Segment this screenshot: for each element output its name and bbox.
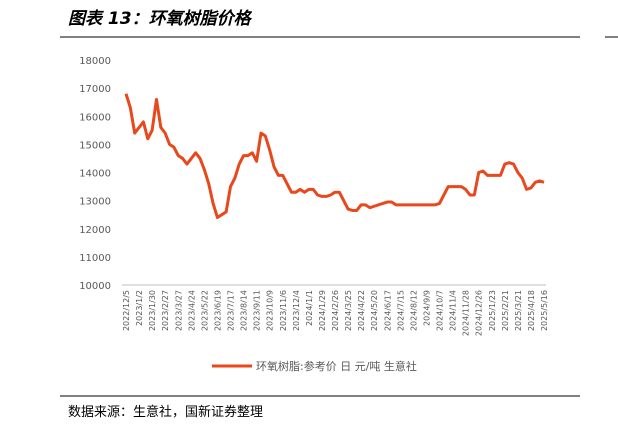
x-tick-label: 2023/5/22 [200, 290, 209, 331]
x-tick-label: 2023/8/14 [240, 290, 249, 331]
y-tick-label: 18000 [79, 56, 111, 67]
x-tick-label: 2024/9/9 [422, 290, 431, 326]
x-tick-label: 2023/3/27 [174, 290, 183, 331]
y-tick-label: 10000 [79, 281, 111, 292]
x-tick-label: 2025/1/23 [488, 290, 497, 331]
x-tick-label: 2024/11/28 [462, 290, 471, 336]
x-tick-label: 2024/2/26 [331, 290, 340, 331]
y-tick-label: 15000 [79, 140, 111, 151]
x-tick-label: 2025/5/16 [540, 290, 549, 331]
x-tick-label: 2024/12/26 [475, 290, 484, 336]
x-tick-label: 2025/4/18 [527, 290, 536, 331]
x-tick-label: 2024/3/25 [344, 290, 353, 331]
x-tick-label: 2023/2/27 [161, 290, 170, 331]
y-tick-label: 13000 [79, 197, 111, 208]
series-line [124, 93, 545, 219]
x-tick-label: 2024/4/22 [357, 290, 366, 331]
y-tick-label: 12000 [79, 225, 111, 236]
y-tick-label: 16000 [79, 112, 111, 123]
x-tick-label: 2023/10/9 [266, 290, 275, 331]
x-tick-label: 2023/6/19 [213, 290, 222, 331]
x-tick-label: 2024/11/4 [449, 290, 458, 331]
x-tick-label: 2023/12/4 [292, 290, 301, 331]
y-tick-label: 11000 [79, 253, 111, 264]
chart-title: 图表 13：环氧树脂价格 [68, 9, 253, 29]
x-tick-label: 2023/1/30 [148, 290, 157, 331]
x-tick-label: 2024/1/29 [318, 290, 327, 331]
source: 数据来源：生意社，国新证券整理 [68, 404, 263, 420]
legend-label: 环氧树脂:参考价 日 元/吨 生意社 [256, 359, 417, 373]
x-tick-label: 2023/4/24 [187, 290, 196, 331]
x-tick-label: 2023/1/2 [135, 290, 144, 326]
y-tick-label: 17000 [79, 84, 111, 95]
x-tick-label: 2023/7/17 [227, 290, 236, 331]
x-tick-label: 2025/2/21 [501, 290, 510, 331]
x-tick-label: 2024/5/20 [370, 290, 379, 331]
x-tick-label: 2024/8/12 [409, 290, 418, 331]
x-tick-label: 2023/11/6 [279, 290, 288, 331]
x-tick-label: 2024/10/7 [436, 290, 445, 331]
x-tick-label: 2025/3/21 [514, 290, 523, 331]
x-tick-label: 2022/12/5 [122, 290, 131, 331]
x-tick-label: 2024/6/17 [383, 290, 392, 331]
y-tick-label: 14000 [79, 169, 111, 180]
x-tick-label: 2023/9/11 [253, 290, 262, 331]
x-tick-label: 2024/7/15 [396, 290, 405, 331]
x-tick-label: 2024/1/1 [305, 290, 314, 326]
